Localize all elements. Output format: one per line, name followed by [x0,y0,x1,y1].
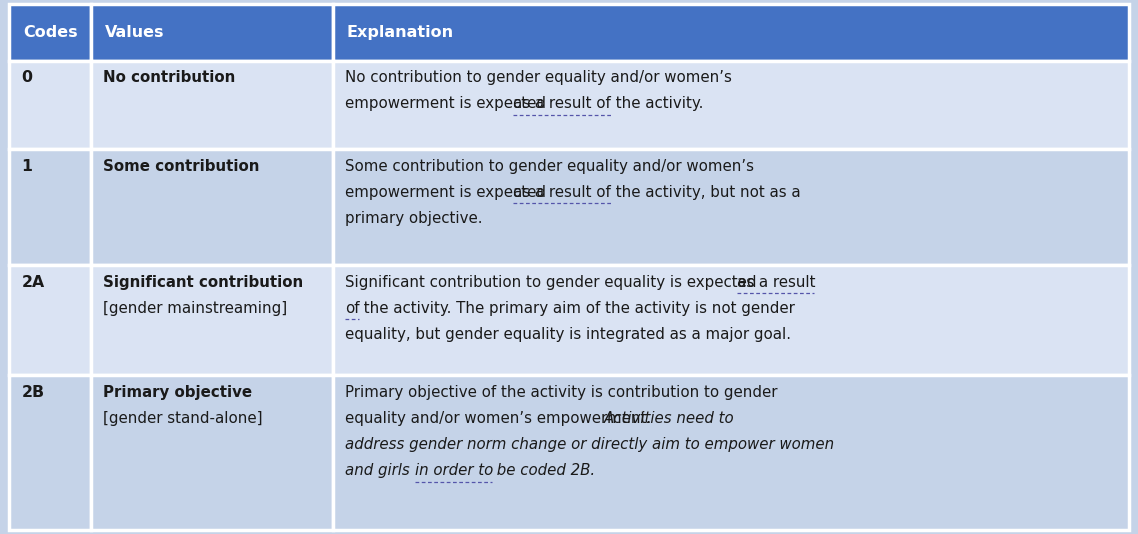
Text: and girls: and girls [345,464,414,478]
Polygon shape [91,4,332,60]
Text: 0: 0 [22,70,33,85]
Text: Significant contribution: Significant contribution [104,274,304,289]
Polygon shape [332,4,1129,60]
Text: Codes: Codes [23,25,77,40]
Text: 2A: 2A [22,274,44,289]
Text: in order to: in order to [415,464,494,478]
Text: Some contribution to gender equality and/or women’s: Some contribution to gender equality and… [345,159,754,174]
Polygon shape [332,375,1129,530]
Text: be coded 2B.: be coded 2B. [493,464,595,478]
Text: Some contribution: Some contribution [104,159,259,174]
Text: as a result of: as a result of [513,96,611,111]
Text: Explanation: Explanation [346,25,454,40]
Text: Primary objective: Primary objective [104,385,253,400]
Text: 2B: 2B [22,385,44,400]
Text: the activity, but not as a: the activity, but not as a [611,185,801,200]
Polygon shape [91,375,332,530]
Text: of: of [345,301,360,316]
Text: empowerment is expected: empowerment is expected [345,185,551,200]
Polygon shape [9,375,91,530]
Text: Significant contribution to gender equality is expected: Significant contribution to gender equal… [345,274,761,289]
Text: No contribution to gender equality and/or women’s: No contribution to gender equality and/o… [345,70,732,85]
Polygon shape [332,60,1129,149]
Text: Values: Values [105,25,164,40]
Text: primary objective.: primary objective. [345,211,483,226]
Polygon shape [9,60,91,149]
Text: No contribution: No contribution [104,70,236,85]
Text: equality and/or women’s empowerment.: equality and/or women’s empowerment. [345,411,657,426]
Polygon shape [9,265,91,375]
Text: the activity.: the activity. [611,96,703,111]
Polygon shape [91,149,332,265]
Text: as a result of: as a result of [513,185,611,200]
Polygon shape [332,265,1129,375]
Text: 1: 1 [22,159,33,174]
Text: as a result: as a result [737,274,816,289]
Polygon shape [9,149,91,265]
Text: Activities need to: Activities need to [604,411,735,426]
Polygon shape [9,4,91,60]
Text: the activity. The primary aim of the activity is not gender: the activity. The primary aim of the act… [360,301,795,316]
Text: [gender mainstreaming]: [gender mainstreaming] [104,301,288,316]
Polygon shape [91,60,332,149]
Text: Primary objective of the activity is contribution to gender: Primary objective of the activity is con… [345,385,777,400]
Text: [gender stand-alone]: [gender stand-alone] [104,411,263,426]
Text: empowerment is expected: empowerment is expected [345,96,551,111]
Text: equality, but gender equality is integrated as a major goal.: equality, but gender equality is integra… [345,327,791,342]
Text: address gender norm change or directly aim to empower women: address gender norm change or directly a… [345,437,834,452]
Polygon shape [332,149,1129,265]
Polygon shape [91,265,332,375]
